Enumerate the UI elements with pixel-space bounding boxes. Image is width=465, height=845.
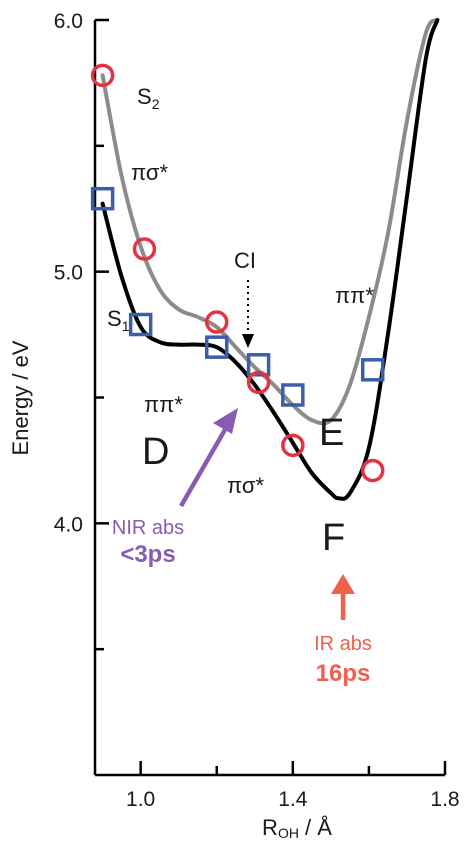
ir-label-line1: IR abs bbox=[314, 633, 372, 655]
pi-pi-label-right: ππ* bbox=[335, 283, 374, 308]
square-marker bbox=[90, 186, 115, 211]
region-e-label: E bbox=[319, 412, 344, 454]
x-axis-label: ROH / Å bbox=[262, 815, 332, 841]
curve-s1 bbox=[100, 18, 440, 501]
x-tick-label: 1.4 bbox=[278, 788, 308, 811]
square-marker bbox=[204, 335, 229, 359]
x-label-unit: / Å bbox=[299, 815, 332, 840]
nir-arrowhead bbox=[213, 408, 238, 434]
circle-marker bbox=[204, 310, 229, 334]
ci-arrowhead bbox=[242, 334, 254, 348]
square-marker bbox=[360, 358, 385, 382]
x-tick-label: 1.8 bbox=[430, 788, 459, 811]
region-d-label: D bbox=[142, 431, 169, 473]
curve-s2 bbox=[100, 18, 440, 426]
s1-label: S1 bbox=[107, 306, 130, 334]
y-tick-label: 6.0 bbox=[54, 10, 83, 33]
nir-arrow-line bbox=[179, 426, 228, 508]
ir-arrowhead bbox=[331, 574, 355, 594]
circle-marker bbox=[281, 433, 305, 458]
tick-marks bbox=[95, 18, 447, 775]
circle-marker bbox=[360, 458, 385, 483]
tick-labels: 4.0 5.0 6.0 1.0 1.4 1.8 bbox=[54, 10, 460, 811]
nir-label-line2: <3ps bbox=[120, 541, 175, 568]
x-label-subscript: OH bbox=[278, 825, 299, 841]
curves bbox=[100, 18, 440, 501]
square-marker bbox=[246, 353, 271, 377]
pi-pi-label-left: ππ* bbox=[144, 392, 183, 417]
square-marker bbox=[128, 312, 153, 337]
markers bbox=[90, 63, 385, 483]
y-tick-label: 5.0 bbox=[54, 262, 83, 285]
y-axis-label: Energy / eV bbox=[8, 340, 33, 455]
x-label-main: R bbox=[262, 815, 278, 840]
nir-label-line1: NIR abs bbox=[112, 517, 184, 539]
region-f-label: F bbox=[322, 517, 345, 559]
circle-marker bbox=[132, 237, 157, 261]
s2-label: S2 bbox=[137, 84, 160, 112]
circle-marker bbox=[90, 63, 115, 88]
ir-label-line2: 16ps bbox=[316, 660, 371, 687]
pi-sigma-label-upper: πσ* bbox=[131, 160, 168, 185]
x-tick-label: 1.0 bbox=[126, 788, 155, 811]
ci-label: CI bbox=[234, 248, 256, 273]
square-marker bbox=[281, 383, 305, 407]
y-tick-label: 4.0 bbox=[54, 513, 83, 536]
pi-sigma-label-lower: πσ* bbox=[227, 473, 264, 498]
circle-marker bbox=[246, 370, 271, 395]
